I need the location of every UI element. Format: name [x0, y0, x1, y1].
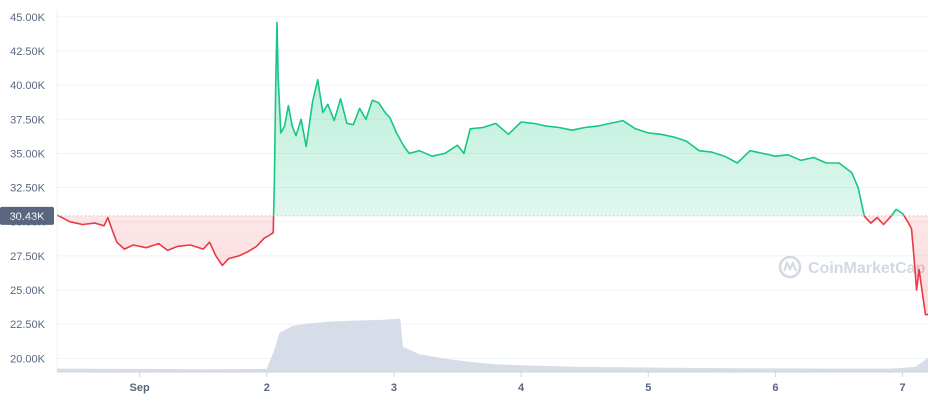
coinmarketcap-logo-icon [778, 255, 802, 279]
x-tick-label: 5 [645, 382, 651, 394]
price-line-up [57, 21, 906, 216]
y-tick-label: 40.00K [10, 80, 46, 92]
y-tick-label: 20.00K [10, 353, 46, 365]
price-area [57, 22, 928, 315]
y-tick-label: 35.00K [10, 148, 46, 160]
watermark: CoinMarketCap [778, 255, 926, 279]
y-tick-label: 30.00K [10, 217, 46, 229]
baseline-tag [0, 206, 54, 225]
y-tick-label: 42.50K [10, 46, 46, 58]
price-area-below [57, 215, 928, 315]
x-tick-label: 4 [518, 382, 525, 394]
y-tick-label: 45.00K [10, 12, 46, 24]
watermark-text: CoinMarketCap [808, 260, 926, 277]
x-tick-label: 3 [391, 382, 397, 394]
y-tick-label: 22.50K [10, 319, 46, 331]
baseline: 30.43K [0, 206, 928, 225]
y-tick-label: 25.00K [10, 285, 46, 297]
y-tick-label: 32.50K [10, 183, 46, 195]
baseline-tag-label: 30.43K [10, 211, 46, 223]
x-tick-label: Sep [130, 382, 150, 394]
volume-bars [57, 318, 928, 372]
y-axis: 20.00K 22.50K 25.00K 27.50K 30.00K 32.50K 35.0… [10, 12, 46, 366]
y-tick-label: 27.50K [10, 251, 46, 263]
x-axis: Sep 2 3 4 5 6 7 [57, 371, 928, 394]
y-tick-label: 37.50K [10, 114, 46, 126]
price-line-down [57, 215, 928, 316]
x-tick-label: 6 [772, 382, 778, 394]
volume-area [57, 318, 928, 372]
x-tick-label: 2 [264, 382, 270, 394]
price-line [57, 21, 928, 316]
x-tick-label: 7 [900, 382, 906, 394]
price-area-above [57, 22, 905, 216]
